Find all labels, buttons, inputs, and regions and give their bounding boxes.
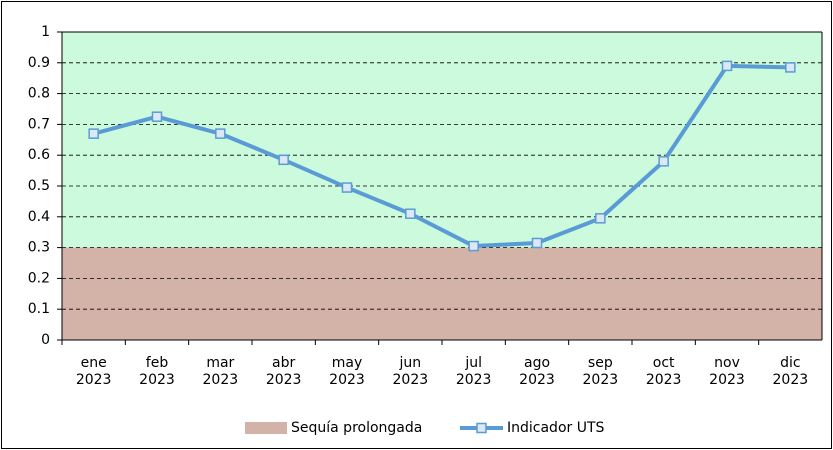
drought-band [62, 247, 822, 340]
x-tick-label: ago 2023 [519, 355, 555, 388]
x-tick-label: abr 2023 [265, 355, 302, 388]
y-tick-label: 0.3 [28, 240, 50, 256]
y-tick-label: 0.5 [28, 178, 50, 194]
legend-marker [476, 422, 487, 434]
data-point [658, 156, 669, 167]
y-tick-label: 0.7 [28, 116, 50, 132]
data-point [88, 128, 99, 139]
data-point [531, 237, 543, 249]
legend-label: Sequía prolongada [291, 420, 422, 436]
x-tick-label: dic 2023 [772, 355, 809, 388]
data-point [785, 62, 796, 73]
data-point [215, 128, 226, 139]
y-tick-label: 0.4 [28, 209, 50, 225]
legend-label: Indicador UTS [507, 420, 605, 436]
data-point [468, 240, 479, 252]
data-point [595, 213, 606, 224]
y-tick-label: 0.8 [28, 86, 50, 102]
series-line [93, 63, 791, 249]
y-tick-label: 0.9 [28, 55, 50, 71]
y-tick-label: 0 [41, 332, 50, 348]
x-tick-label: oct 2023 [645, 355, 682, 388]
legend-swatch [245, 422, 287, 434]
data-point [405, 208, 416, 219]
x-tick-label: jul 2023 [455, 355, 492, 388]
y-tick-label: 0.2 [28, 270, 50, 286]
x-tick-label: nov 2023 [709, 355, 745, 388]
x-tick-label: sep 2023 [582, 355, 619, 388]
x-tick-label: jun 2023 [392, 355, 429, 388]
x-tick-label: ene 2023 [75, 355, 112, 388]
x-tick-label: feb 2023 [139, 355, 175, 388]
y-tick-label: 0.1 [28, 301, 50, 317]
x-tick-label: may 2023 [329, 355, 365, 388]
data-point [721, 60, 733, 72]
data-point [151, 111, 163, 122]
y-tick-label: 1 [41, 24, 50, 40]
y-tick-label: 0.6 [28, 147, 50, 163]
data-point [341, 182, 353, 193]
x-tick-label: mar 2023 [202, 355, 239, 388]
data-point [278, 154, 289, 166]
